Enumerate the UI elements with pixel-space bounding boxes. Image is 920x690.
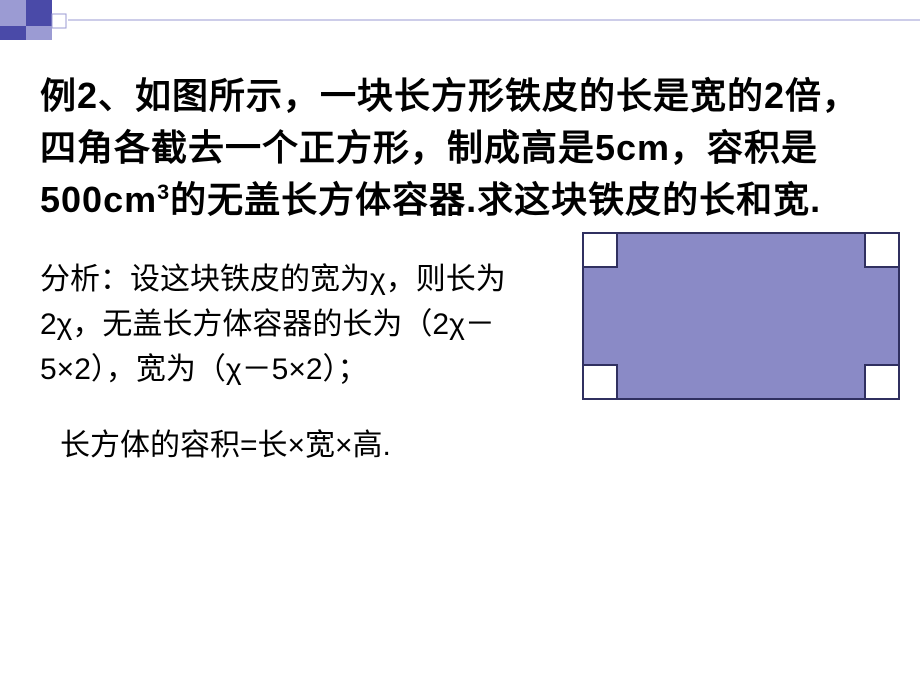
- sheet-rectangle: [582, 232, 900, 400]
- cut-corner-top-right: [864, 232, 900, 268]
- cut-corner-bottom-right: [864, 364, 900, 400]
- header-decoration: [0, 0, 920, 42]
- analysis-row: 分析：设这块铁皮的宽为χ，则长为2χ，无盖长方体容器的长为（2χ－5×2），宽为…: [40, 257, 880, 392]
- cut-corner-top-left: [582, 232, 618, 268]
- slide-content: 例2、如图所示，一块长方形铁皮的长是宽的2倍，四角各截去一个正方形，制成高是5c…: [40, 70, 880, 464]
- analysis-text: 分析：设这块铁皮的宽为χ，则长为2χ，无盖长方体容器的长为（2χ－5×2），宽为…: [40, 257, 550, 392]
- volume-formula: 长方体的容积=长×宽×高.: [60, 420, 880, 464]
- problem-text: 例2、如图所示，一块长方形铁皮的长是宽的2倍，四角各截去一个正方形，制成高是5c…: [40, 70, 880, 227]
- decoration-svg: [0, 0, 920, 42]
- box-figure: [582, 232, 900, 400]
- cut-corner-bottom-left: [582, 364, 618, 400]
